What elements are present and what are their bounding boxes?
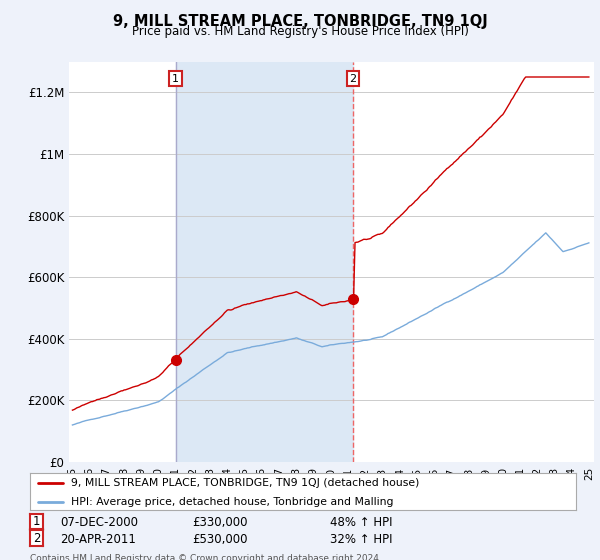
Text: Contains HM Land Registry data © Crown copyright and database right 2024.
This d: Contains HM Land Registry data © Crown c…: [30, 554, 382, 560]
Text: 48% ↑ HPI: 48% ↑ HPI: [330, 516, 392, 529]
Text: 9, MILL STREAM PLACE, TONBRIDGE, TN9 1QJ: 9, MILL STREAM PLACE, TONBRIDGE, TN9 1QJ: [113, 14, 487, 29]
Text: 1: 1: [172, 73, 179, 83]
Text: £330,000: £330,000: [192, 516, 248, 529]
Text: 32% ↑ HPI: 32% ↑ HPI: [330, 533, 392, 546]
Text: £530,000: £530,000: [192, 533, 248, 546]
Text: Price paid vs. HM Land Registry's House Price Index (HPI): Price paid vs. HM Land Registry's House …: [131, 25, 469, 38]
Text: HPI: Average price, detached house, Tonbridge and Malling: HPI: Average price, detached house, Tonb…: [71, 497, 394, 507]
Text: 07-DEC-2000: 07-DEC-2000: [60, 516, 138, 529]
Text: 1: 1: [33, 515, 40, 528]
Bar: [176, 62, 353, 462]
Text: 2: 2: [349, 73, 356, 83]
Text: 20-APR-2011: 20-APR-2011: [60, 533, 136, 546]
Text: 2: 2: [33, 531, 40, 545]
Text: 9, MILL STREAM PLACE, TONBRIDGE, TN9 1QJ (detached house): 9, MILL STREAM PLACE, TONBRIDGE, TN9 1QJ…: [71, 478, 419, 488]
